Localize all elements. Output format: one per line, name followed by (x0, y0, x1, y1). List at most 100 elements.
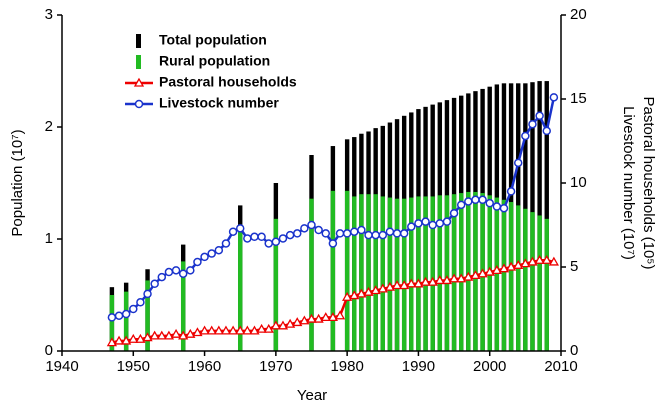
point (499, 203, 509, 213)
point (206, 325, 217, 335)
point (357, 225, 366, 235)
bar (516, 205, 521, 351)
y-tick-label: 1 (45, 230, 53, 247)
point (170, 328, 182, 338)
point (371, 230, 380, 240)
point (464, 197, 473, 206)
point (171, 266, 181, 275)
point (235, 224, 245, 233)
point (207, 249, 216, 258)
legend-marker (133, 77, 145, 87)
bar (123, 291, 129, 351)
y2-tick-label: 15 (570, 90, 587, 107)
bar (273, 218, 279, 351)
point (370, 285, 381, 295)
point (257, 232, 266, 242)
point (129, 304, 138, 314)
point (420, 276, 431, 286)
point (484, 266, 495, 276)
point (435, 219, 445, 228)
x-tick-label: 1950 (117, 358, 150, 375)
bar (366, 194, 371, 351)
bar (373, 194, 378, 351)
x-tick-label: 1940 (45, 358, 78, 375)
legend-label: Total population (159, 32, 267, 48)
point (491, 265, 502, 275)
point (506, 187, 516, 196)
point (157, 272, 167, 282)
point (471, 195, 480, 205)
point (186, 266, 195, 275)
point (270, 320, 281, 330)
point (135, 333, 146, 343)
bar (544, 218, 549, 351)
point (392, 229, 402, 238)
point (428, 220, 437, 230)
point (185, 328, 196, 338)
point (513, 260, 524, 269)
point (505, 261, 517, 271)
point (377, 283, 388, 293)
point (106, 337, 118, 347)
point (178, 330, 189, 340)
point (520, 258, 531, 268)
y2-axis-label: Pastoral households (10⁵) (640, 97, 657, 270)
point (528, 119, 537, 129)
bar (344, 190, 350, 351)
y-tick-label: 0 (45, 342, 53, 359)
point (321, 229, 331, 238)
point (200, 252, 209, 262)
point (549, 93, 559, 102)
point (128, 333, 139, 343)
point (300, 224, 309, 233)
point (477, 268, 488, 278)
point (277, 320, 289, 330)
point (364, 230, 373, 240)
legend-label: Livestock number (159, 95, 279, 111)
point (406, 278, 417, 288)
point (107, 313, 117, 322)
point (442, 217, 452, 226)
x-axis-label: Year (297, 387, 327, 404)
bar (444, 195, 450, 351)
point (121, 335, 132, 345)
bar (523, 208, 528, 351)
point (399, 280, 410, 290)
bar (359, 194, 364, 351)
point (249, 325, 260, 335)
point (456, 200, 466, 210)
point (335, 229, 345, 238)
point (391, 280, 403, 290)
point (320, 312, 331, 322)
point (314, 225, 323, 235)
point (150, 279, 159, 289)
point (485, 198, 494, 208)
bar (459, 193, 464, 351)
point (356, 288, 367, 298)
point (192, 327, 203, 337)
point (413, 278, 424, 288)
point (407, 222, 416, 231)
point (136, 298, 145, 307)
point (541, 254, 552, 264)
point (143, 289, 152, 299)
point (243, 234, 252, 243)
point (214, 245, 224, 255)
point (342, 229, 352, 238)
point (350, 227, 359, 236)
point (349, 290, 360, 300)
point (113, 335, 125, 345)
point (163, 330, 175, 340)
point (427, 276, 438, 286)
x-tick-label: 1990 (402, 358, 435, 375)
bar (409, 197, 414, 351)
bar (309, 198, 314, 351)
bar (387, 197, 393, 351)
point (306, 313, 317, 323)
point (342, 291, 353, 301)
point (228, 227, 238, 236)
point (299, 315, 310, 325)
point (498, 263, 510, 273)
point (256, 323, 267, 333)
